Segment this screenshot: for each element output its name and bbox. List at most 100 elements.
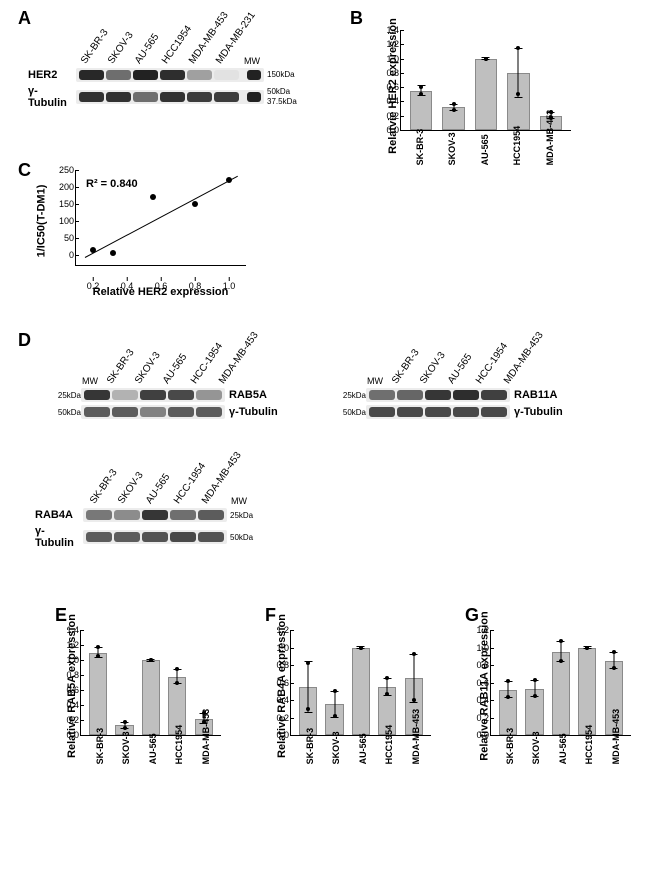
blot-band (453, 407, 479, 417)
blot-band (425, 390, 451, 400)
mw-header: MW (367, 376, 383, 386)
blot-band (397, 390, 423, 400)
y-tick: 1.4 (66, 625, 79, 635)
mw-header: MW (231, 496, 247, 506)
y-tick: 0.6 (276, 678, 289, 688)
blot-band (86, 510, 112, 520)
blot-band (160, 70, 185, 80)
blot-band (133, 92, 158, 102)
x-tick-label: SKOV-3 (447, 133, 457, 165)
x-tick-label: MDA-MB-453 (411, 738, 421, 764)
blot-band (79, 92, 104, 102)
y-tick: 1.2 (66, 640, 79, 650)
lane-label: HCC-1954 (172, 477, 197, 506)
panel-a-blot: SK-BR-3SKOV-3AU-565HCC1954MDA-MB-453MDA-… (28, 20, 297, 112)
error-bar (518, 48, 519, 98)
blot-band (198, 532, 224, 542)
panel-e-chart: Relative RAB5A expression 0.00.20.40.60.… (80, 630, 221, 736)
y-tick: 1.0 (386, 54, 399, 64)
bar (552, 652, 570, 735)
panel-f-chart: Relative RAB4A expression 0.00.20.40.60.… (290, 630, 431, 736)
y-tick: 50 (64, 233, 74, 243)
x-tick-label: SKOV-3 (121, 738, 131, 764)
panel-f-label: F (265, 605, 276, 626)
data-point (506, 695, 510, 699)
y-tick: 1.2 (476, 625, 489, 635)
y-tick: 200 (59, 182, 74, 192)
lane-label: SK-BR-3 (105, 357, 130, 386)
x-tick-label: MDA-MB-453 (611, 738, 621, 764)
x-tick-label: SK-BR-3 (415, 133, 425, 165)
mw-label: 50kDa (338, 408, 366, 417)
scatter-point (192, 201, 198, 207)
blot-target-label: HER2 (28, 69, 76, 81)
panel-b-chart: Relatvie HER2 expression 0.00.20.40.60.8… (400, 30, 571, 131)
y-tick: 1.0 (66, 655, 79, 665)
data-point (123, 720, 127, 724)
y-tick: 1.0 (476, 643, 489, 653)
mw-label: 25kDa (338, 391, 366, 400)
y-tick: 0.2 (476, 713, 489, 723)
blot-band (397, 407, 423, 417)
mw-label: 25kDa (53, 391, 81, 400)
bar (578, 648, 596, 736)
blot-band (168, 390, 194, 400)
blot-band (425, 407, 451, 417)
data-point (306, 707, 310, 711)
panel-g-label: G (465, 605, 479, 626)
blot-band (196, 407, 222, 417)
y-tick: 0.2 (66, 715, 79, 725)
bar (142, 660, 160, 735)
bar (352, 648, 370, 736)
y-tick: 0.2 (276, 713, 289, 723)
error-bar (413, 654, 414, 703)
x-tick-label: MDA-MB-453 (201, 738, 211, 764)
blot-band (198, 510, 224, 520)
y-tick: 0.0 (476, 730, 489, 740)
panel-c-label: C (18, 160, 31, 181)
blot-target-label: RAB11A (514, 389, 557, 401)
lane-label: SK-BR-3 (390, 357, 415, 386)
panel-d-blot-rab5a: MWSK-BR-3SKOV-3AU-565HCC-1954MDA-MB-4532… (50, 340, 278, 422)
lane-label: SKOV-3 (133, 357, 158, 386)
x-tick: 0.6 (155, 281, 168, 291)
y-tick: 0.8 (276, 660, 289, 670)
x-tick-label: SK-BR-3 (305, 738, 315, 764)
y-tick: 0.8 (476, 660, 489, 670)
data-point (412, 698, 416, 702)
y-tick: 0.8 (386, 68, 399, 78)
y-tick: 0.8 (66, 670, 79, 680)
blot-strip (76, 90, 264, 104)
y-tick: 0.4 (66, 700, 79, 710)
panel-c-scatter: 1/IC50(T-DM1) 050100150200250 0.20.40.60… (75, 170, 246, 298)
lane-label: SKOV-3 (116, 477, 141, 506)
lane-label: MDA-MB-231 (214, 38, 238, 66)
x-tick-label: HCC1954 (384, 738, 394, 764)
blot-target-label: γ-Tubulin (514, 406, 563, 418)
blot-band (481, 407, 507, 417)
data-point (516, 46, 520, 50)
data-point (533, 694, 537, 698)
blot-band (112, 390, 138, 400)
data-point (412, 652, 416, 656)
blot-strip (83, 508, 227, 522)
y-tick: 100 (59, 216, 74, 226)
x-tick-label: AU-565 (148, 738, 158, 764)
data-point (419, 92, 423, 96)
blot-target-label: RAB5A (229, 389, 267, 401)
data-point (559, 639, 563, 643)
blot-strip (76, 68, 264, 82)
mw-label: 50kDa (267, 87, 297, 97)
data-point (359, 646, 363, 650)
blot-band (142, 510, 168, 520)
blot-band (106, 92, 131, 102)
panel-d-blot-rab11a: MWSK-BR-3SKOV-3AU-565HCC-1954MDA-MB-4532… (335, 340, 563, 422)
blot-band (114, 532, 140, 542)
bar (89, 653, 107, 736)
lane-label: AU-565 (144, 477, 169, 506)
mw-header: MW (244, 56, 260, 66)
y-tick: 1.2 (276, 625, 289, 635)
mw-label: 37.5kDa (267, 97, 297, 107)
lane-label: SK-BR-3 (79, 38, 103, 66)
data-point (306, 661, 310, 665)
